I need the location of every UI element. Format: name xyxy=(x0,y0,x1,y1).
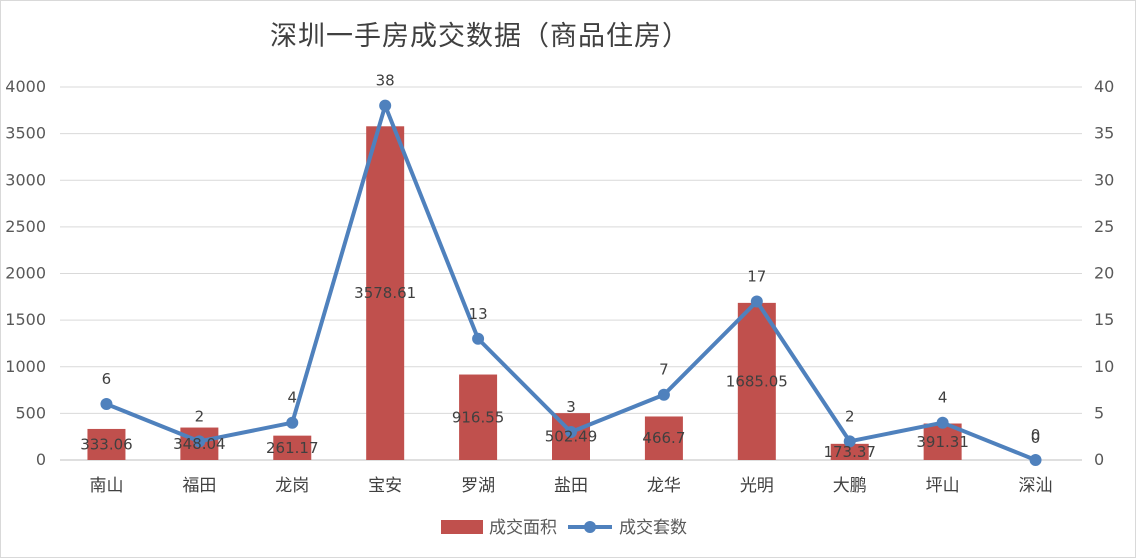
line-point xyxy=(843,435,856,448)
bar-data-label: 173.37 xyxy=(823,443,876,461)
line-point xyxy=(657,388,670,401)
line-point xyxy=(286,416,299,429)
y-left-tick-label: 500 xyxy=(15,403,46,422)
line-point xyxy=(936,416,949,429)
x-category-label: 盐田 xyxy=(554,476,588,496)
x-category-label: 龙岗 xyxy=(275,476,309,496)
x-category-label: 坪山 xyxy=(926,476,960,496)
legend-label: 成交套数 xyxy=(619,518,687,538)
bar xyxy=(366,126,405,460)
line-data-label: 2 xyxy=(195,407,205,425)
line-data-label: 2 xyxy=(845,407,855,425)
x-category-label: 深汕 xyxy=(1019,476,1053,496)
x-category-label: 宝安 xyxy=(368,476,402,496)
line-data-label: 38 xyxy=(376,72,395,90)
line-data-label: 4 xyxy=(938,389,948,407)
x-category-label: 龙华 xyxy=(647,476,681,496)
line-data-label: 4 xyxy=(287,389,297,407)
bar xyxy=(273,435,312,460)
x-category-label: 大鹏 xyxy=(833,476,867,496)
bar xyxy=(459,374,498,460)
bar-data-label: 466.7 xyxy=(642,429,685,447)
line-data-label: 6 xyxy=(102,370,112,388)
y-right-tick-label: 20 xyxy=(1094,264,1114,283)
bar xyxy=(644,416,683,460)
y-left-tick-label: 3500 xyxy=(5,124,46,143)
y-right-tick-label: 10 xyxy=(1094,357,1114,376)
line-point xyxy=(565,426,577,439)
y-right-tick-label: 5 xyxy=(1094,403,1104,422)
y-right-tick-label: 15 xyxy=(1094,310,1114,329)
x-category-label: 南山 xyxy=(89,476,123,496)
x-category-label: 罗湖 xyxy=(461,476,495,496)
y-left-tick-label: 3000 xyxy=(5,170,46,189)
bar-data-label: 333.06 xyxy=(80,435,133,453)
y-left-tick-label: 2500 xyxy=(5,217,46,236)
bar-data-label: 261.17 xyxy=(266,439,319,457)
bar-data-label: 0 xyxy=(1031,429,1041,447)
legend-label: 成交面积 xyxy=(489,518,557,538)
y-left-tick-label: 1500 xyxy=(5,310,46,329)
bar xyxy=(87,428,126,460)
y-right-tick-label: 25 xyxy=(1094,217,1114,236)
y-left-tick-label: 0 xyxy=(36,450,46,469)
y-left-tick-label: 4000 xyxy=(5,77,46,96)
bar-data-label: 916.55 xyxy=(452,408,505,426)
line-data-label: 7 xyxy=(659,361,669,379)
bar-data-label: 348.04 xyxy=(173,435,226,453)
line-data-label: 17 xyxy=(747,267,766,285)
line-point xyxy=(750,295,763,308)
line-data-label: 13 xyxy=(469,305,488,323)
y-right-tick-label: 0 xyxy=(1094,450,1104,469)
y-left-tick-label: 1000 xyxy=(5,357,46,376)
x-category-label: 光明 xyxy=(740,476,774,496)
y-right-tick-label: 35 xyxy=(1094,124,1114,143)
bar-data-label: 3578.61 xyxy=(354,284,416,302)
legend-marker xyxy=(584,521,596,533)
y-right-tick-label: 30 xyxy=(1094,170,1114,189)
line-data-label: 0 xyxy=(1031,426,1041,444)
chart-title: 深圳一手房成交数据（商品住房） xyxy=(270,21,690,52)
x-category-label: 福田 xyxy=(182,476,216,496)
bar-data-label: 391.31 xyxy=(916,433,969,451)
bar-data-label: 502.49 xyxy=(545,428,598,446)
legend-swatch-bar xyxy=(441,520,483,534)
line-point xyxy=(1029,454,1042,466)
line-data-label: 3 xyxy=(566,398,576,416)
y-left-tick-label: 2000 xyxy=(5,264,46,283)
y-right-tick-label: 40 xyxy=(1094,77,1114,96)
line-point xyxy=(100,398,113,411)
bar xyxy=(737,302,776,460)
bar-data-label: 1685.05 xyxy=(726,372,788,390)
line-point xyxy=(193,435,206,448)
line-point xyxy=(472,332,485,345)
bar xyxy=(830,443,869,460)
line-point xyxy=(379,99,392,112)
